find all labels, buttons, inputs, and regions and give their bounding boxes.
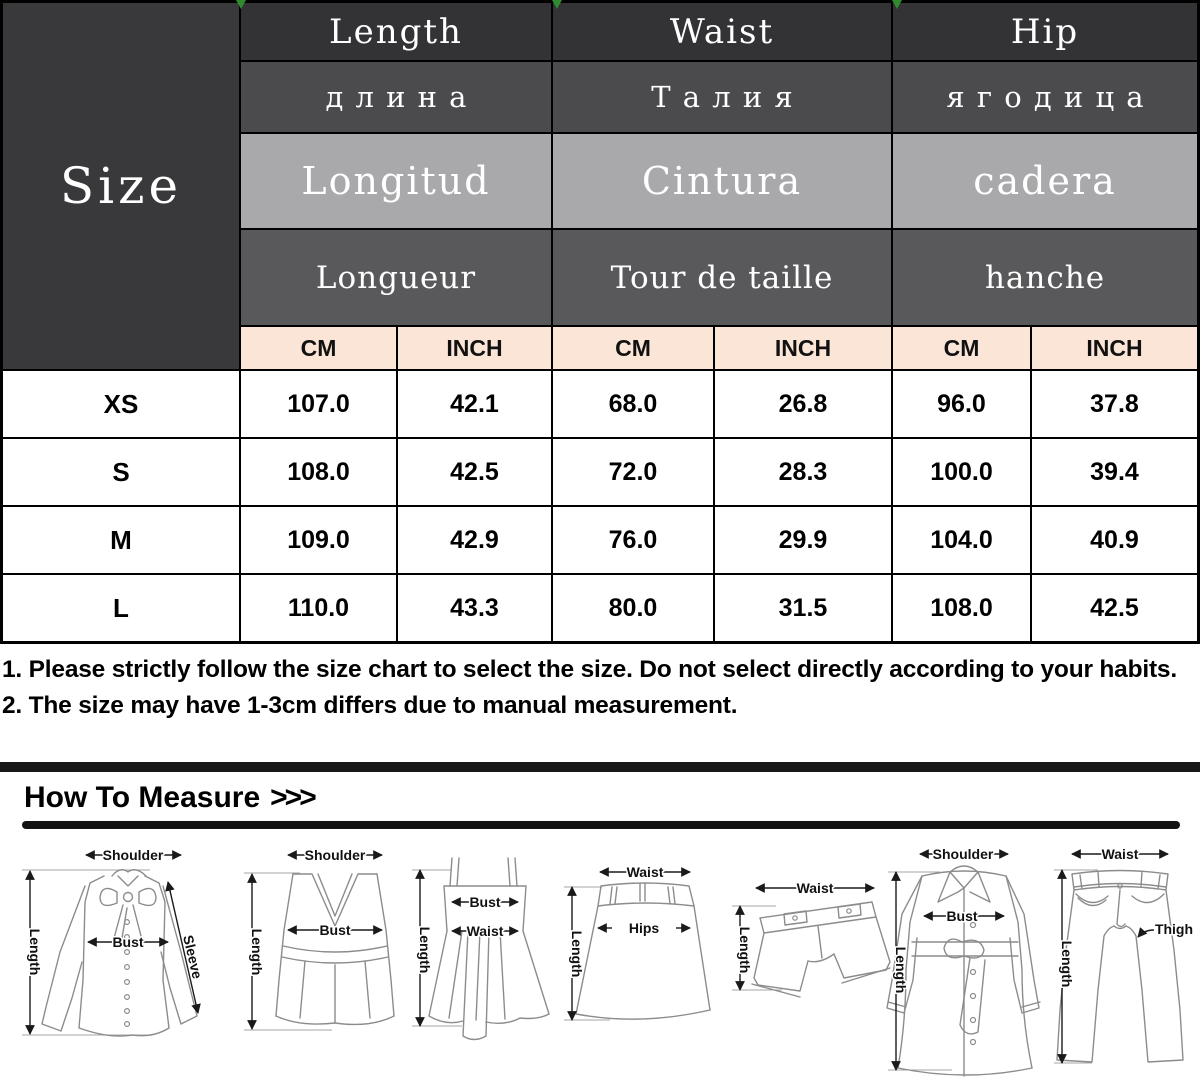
skirt-sketch: Waist Length Hips	[564, 863, 711, 1021]
size-table-grid: Size Length Waist Hip длина Талия ягодиц…	[3, 3, 1197, 641]
note-1: 1. Please strictly follow the size chart…	[2, 656, 1177, 683]
coat-bust-label: Bust	[946, 908, 977, 924]
cell-xs-length-cm: 107.0	[241, 371, 396, 437]
header-length-es: Longitud	[241, 134, 551, 228]
header-waist-es: Cintura	[553, 134, 891, 228]
pants-waist-label: Waist	[1102, 846, 1139, 862]
skirt-hips-label: Hips	[629, 920, 660, 936]
cell-xs-hip-inch: 37.8	[1032, 371, 1197, 437]
cell-xs-waist-cm: 68.0	[553, 371, 713, 437]
cell-xs-length-inch: 42.1	[398, 371, 551, 437]
green-tick-icon	[892, 0, 902, 9]
dress-length-label: Length	[417, 927, 433, 974]
dress-bust-label: Bust	[469, 894, 500, 910]
cell-m-waist-inch: 29.9	[715, 507, 891, 573]
dress-outline	[428, 857, 550, 1041]
cell-l-waist-inch: 31.5	[715, 575, 891, 641]
green-tick-icon	[236, 0, 246, 9]
dress-sketch: Length Bust Waist	[412, 857, 550, 1041]
unit-hip-inch: INCH	[1032, 327, 1197, 369]
size-notes: 1. Please strictly follow the size chart…	[2, 652, 1180, 724]
cell-s-hip-cm: 100.0	[893, 439, 1030, 505]
blouse-guides	[22, 869, 150, 1036]
header-length-en: Length	[241, 3, 551, 60]
tank-shoulder-label: Shoulder	[305, 847, 366, 863]
header-waist-en: Waist	[553, 3, 891, 60]
skirt-length-label: Length	[569, 931, 585, 978]
row-l-label: L	[3, 575, 239, 641]
blouse-sketch: Shoulder Length Bust Sleeve	[22, 846, 207, 1037]
pants-sketch: Waist Length Thigh	[1054, 845, 1195, 1064]
header-hip-ru: ягодица	[893, 62, 1197, 132]
cell-l-waist-cm: 80.0	[553, 575, 713, 641]
tank-length-label: Length	[249, 929, 265, 976]
heading-underline	[22, 821, 1180, 829]
row-xs-label: XS	[3, 371, 239, 437]
size-corner-cell: Size	[3, 3, 239, 369]
pants-length-label: Length	[1059, 941, 1075, 988]
cell-m-length-inch: 42.9	[398, 507, 551, 573]
size-table: Size Length Waist Hip длина Талия ягодиц…	[0, 0, 1200, 644]
skirt-outline	[575, 882, 711, 1020]
blouse-sleeve-label: Sleeve	[180, 933, 206, 980]
cell-s-waist-inch: 28.3	[715, 439, 891, 505]
header-hip-en: Hip	[893, 3, 1197, 60]
coat-shoulder-label: Shoulder	[933, 846, 994, 862]
cell-s-length-inch: 42.5	[398, 439, 551, 505]
cell-l-hip-inch: 42.5	[1032, 575, 1197, 641]
header-hip-fr: hanche	[893, 230, 1197, 325]
cell-l-hip-cm: 108.0	[893, 575, 1030, 641]
shorts-sketch: Waist Length	[732, 879, 891, 998]
how-to-measure-heading: How To Measure >>>	[24, 781, 317, 815]
blouse-shoulder-label: Shoulder	[103, 847, 164, 863]
note-2: 2. The size may have 1-3cm differs due t…	[2, 692, 738, 719]
cell-s-length-cm: 108.0	[241, 439, 396, 505]
how-to-measure-title: How To Measure	[24, 781, 261, 814]
shorts-waist-label: Waist	[797, 880, 834, 896]
header-waist-fr: Tour de taille	[553, 230, 891, 325]
tank-guides	[244, 872, 332, 1031]
skirt-waist-label: Waist	[627, 864, 664, 880]
header-length-fr: Longueur	[241, 230, 551, 325]
unit-waist-inch: INCH	[715, 327, 891, 369]
blouse-length-label: Length	[27, 929, 43, 976]
unit-length-cm: CM	[241, 327, 396, 369]
cell-m-hip-inch: 40.9	[1032, 507, 1197, 573]
blouse-bust-label: Bust	[112, 934, 143, 950]
tank-outline	[275, 873, 395, 1026]
unit-waist-cm: CM	[553, 327, 713, 369]
cell-l-length-cm: 110.0	[241, 575, 396, 641]
header-length-ru: длина	[241, 62, 551, 132]
coat-length-label: Length	[893, 947, 909, 994]
tank-bust-label: Bust	[319, 922, 350, 938]
shorts-length-label: Length	[737, 927, 753, 974]
pants-thigh-label: Thigh	[1155, 921, 1193, 937]
section-divider-bar	[0, 762, 1200, 772]
measurement-figures: Shoulder Length Bust Sleeve Shou	[22, 845, 1195, 1077]
dress-waist-label: Waist	[467, 923, 504, 939]
shorts-outline	[751, 901, 891, 998]
cell-l-length-inch: 43.3	[398, 575, 551, 641]
coat-sketch: Shoulder Length Bust	[886, 845, 1041, 1077]
cell-s-hip-inch: 39.4	[1032, 439, 1197, 505]
header-hip-es: cadera	[893, 134, 1197, 228]
cell-xs-waist-inch: 26.8	[715, 371, 891, 437]
unit-hip-cm: CM	[893, 327, 1030, 369]
tank-top-sketch: Shoulder Length Bust	[244, 846, 395, 1031]
unit-length-inch: INCH	[398, 327, 551, 369]
row-s-label: S	[3, 439, 239, 505]
cell-s-waist-cm: 72.0	[553, 439, 713, 505]
chevrons-icon: >>>	[270, 781, 317, 814]
cell-xs-hip-cm: 96.0	[893, 371, 1030, 437]
blouse-outline	[41, 869, 198, 1037]
header-waist-ru: Талия	[553, 62, 891, 132]
cell-m-waist-cm: 76.0	[553, 507, 713, 573]
green-tick-icon	[552, 0, 562, 9]
row-m-label: M	[3, 507, 239, 573]
cell-m-hip-cm: 104.0	[893, 507, 1030, 573]
cell-m-length-cm: 109.0	[241, 507, 396, 573]
